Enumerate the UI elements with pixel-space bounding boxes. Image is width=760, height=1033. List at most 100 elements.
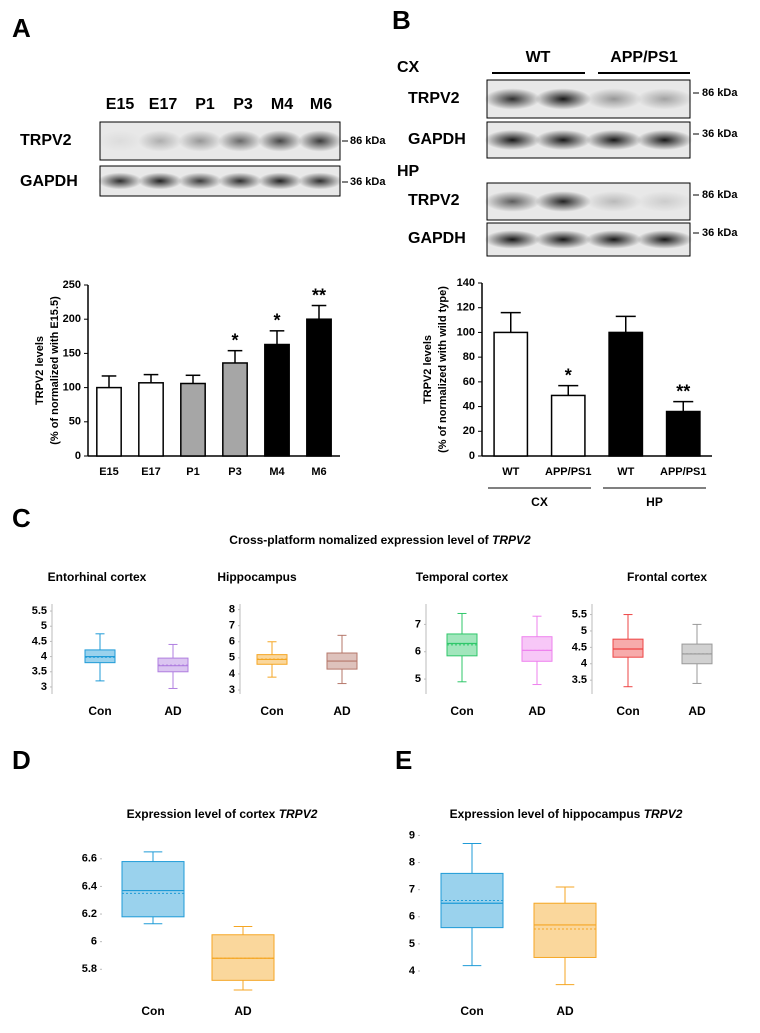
blot-band (535, 230, 592, 249)
y-tick-label: 8 (409, 856, 415, 868)
y-tick-label: 6.6 (82, 853, 97, 865)
y-tick-label: 5 (581, 625, 587, 637)
x-tick-label: Con (88, 704, 111, 718)
x-tick-label: M4 (269, 466, 285, 478)
y-tick-label: 6.4 (82, 880, 98, 892)
y-tick-label: 3.5 (32, 666, 47, 678)
x-tick-label: M6 (311, 466, 326, 478)
y-tick-label: 5.8 (82, 963, 97, 975)
bar (138, 382, 164, 457)
bar (608, 331, 644, 457)
lane-label: E17 (149, 96, 178, 113)
lane-label: M4 (271, 96, 293, 113)
blot-band (585, 230, 642, 249)
x-tick-label: Con (616, 704, 639, 718)
blot-band (138, 130, 182, 152)
blot-band (535, 129, 592, 151)
bar (493, 331, 529, 457)
x-tick-label: AD (164, 704, 182, 718)
title-text: Expression level of hippocampus (450, 807, 641, 821)
size-label: 36 kDa (702, 128, 738, 140)
y-tick-label: 120 (457, 302, 475, 314)
x-tick-label: Con (141, 1004, 164, 1018)
y-tick-label: 3 (41, 681, 47, 693)
lane-label: E15 (106, 96, 135, 113)
y-tick-label: 4 (229, 668, 236, 680)
box (612, 638, 644, 658)
chart-title: Temporal cortex (416, 570, 509, 584)
blot-band (98, 172, 142, 190)
y-tick-label: 4 (581, 658, 588, 670)
y-axis-label: (% of normalized with E15.5) (49, 296, 61, 445)
title-text: Frontal cortex (627, 570, 707, 584)
lane-label: P1 (195, 96, 215, 113)
blot-band (178, 130, 222, 152)
y-tick-label: 4 (41, 650, 48, 662)
size-label: 86 kDa (702, 189, 738, 201)
chart-title: Frontal cortex (627, 570, 707, 584)
y-tick-label: 100 (63, 382, 81, 394)
x-tick-label: AD (234, 1004, 252, 1018)
title-gene: TRPV2 (279, 807, 318, 821)
blot-band (535, 88, 592, 110)
blot-band (484, 88, 541, 110)
y-tick-label: 40 (463, 400, 475, 412)
y-tick-label: 250 (63, 279, 81, 291)
y-axis-label: TRPV2 levels (422, 335, 434, 404)
blot-band (636, 88, 693, 110)
bar (180, 382, 206, 457)
x-tick-label: AD (556, 1004, 574, 1018)
blot-band (298, 130, 342, 152)
blot-band (298, 172, 342, 190)
size-label: 36 kDa (350, 176, 386, 188)
panel-label: D (12, 745, 31, 775)
y-tick-label: 50 (69, 416, 81, 428)
y-tick-label: 20 (463, 425, 475, 437)
y-tick-label: 3.5 (572, 674, 587, 686)
significance: ** (676, 381, 690, 401)
bar (264, 343, 290, 457)
group-label: APP/PS1 (610, 49, 678, 66)
box (121, 861, 185, 918)
row-label: TRPV2 (20, 132, 72, 149)
row-label: GAPDH (408, 230, 466, 247)
blot-band (636, 230, 693, 249)
row-label: TRPV2 (408, 192, 460, 209)
y-tick-label: 6 (229, 636, 235, 648)
bar (96, 386, 122, 457)
blot-band (218, 172, 262, 190)
box (533, 902, 597, 958)
y-tick-label: 150 (63, 347, 81, 359)
box (440, 872, 504, 929)
y-tick-label: 5 (229, 652, 235, 664)
x-tick-label: E15 (99, 466, 119, 478)
title-text: Temporal cortex (416, 570, 509, 584)
panel-label: E (395, 745, 412, 775)
y-tick-label: 5 (409, 938, 415, 950)
y-tick-label: 6.2 (82, 908, 97, 920)
group-label: HP (646, 495, 663, 509)
y-tick-label: 80 (463, 351, 475, 363)
chart-title: Expression level of hippocampus TRPV2 (450, 807, 683, 821)
y-tick-label: 5 (41, 620, 47, 632)
lane-label: P3 (233, 96, 253, 113)
panel-label: A (12, 13, 31, 43)
panel-label: B (392, 5, 411, 35)
title-text: Hippocampus (217, 570, 297, 584)
y-tick-label: 60 (463, 376, 475, 388)
blot-band (484, 230, 541, 249)
blot-band (178, 172, 222, 190)
row-label: GAPDH (408, 131, 466, 148)
y-axis-label: TRPV2 levels (34, 336, 46, 405)
size-label: 86 kDa (702, 87, 738, 99)
y-tick-label: 100 (457, 326, 475, 338)
y-tick-label: 4.5 (32, 635, 47, 647)
y-tick-label: 0 (469, 450, 475, 462)
y-tick-label: 8 (229, 604, 235, 616)
y-tick-label: 5.5 (572, 608, 587, 620)
y-tick-label: 4.5 (572, 641, 587, 653)
x-tick-label: Con (460, 1004, 483, 1018)
x-tick-label: P3 (228, 466, 241, 478)
y-tick-label: 3 (229, 684, 235, 696)
